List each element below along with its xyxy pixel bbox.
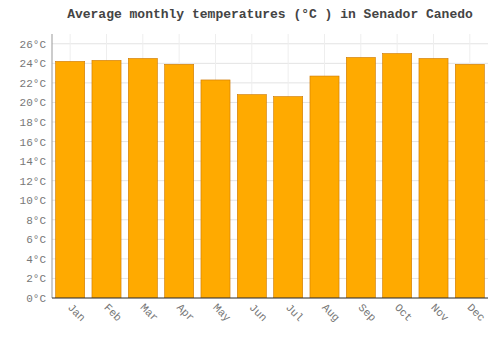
y-tick-label: 22°C xyxy=(20,78,47,90)
y-grid-line xyxy=(52,43,488,44)
x-tick-label: Dec xyxy=(465,302,487,324)
bar xyxy=(165,64,194,298)
x-tick-label: Jul xyxy=(283,302,305,324)
x-tick-label: Nov xyxy=(428,302,451,325)
bar xyxy=(346,57,375,298)
y-axis-line xyxy=(52,34,53,298)
bar xyxy=(383,54,412,298)
bar xyxy=(274,97,303,298)
y-tick-label: 26°C xyxy=(20,39,47,51)
y-grid-line xyxy=(52,298,488,299)
bar xyxy=(92,60,121,298)
y-tick-label: 12°C xyxy=(20,176,47,188)
y-tick-label: 18°C xyxy=(20,117,47,129)
bar xyxy=(56,61,85,298)
x-tick-label: Apr xyxy=(174,302,196,324)
y-tick-label: 10°C xyxy=(20,195,47,207)
y-tick-label: 16°C xyxy=(20,137,47,149)
bars xyxy=(56,54,485,298)
bar xyxy=(237,95,266,298)
x-tick-label: Aug xyxy=(319,302,341,324)
y-tick-label: 0°C xyxy=(26,293,46,305)
bar xyxy=(419,58,448,298)
bar xyxy=(455,64,484,298)
grid xyxy=(52,34,488,298)
chart-svg: Average monthly temperatures (°C ) in Se… xyxy=(0,0,500,350)
x-tick-label: Jun xyxy=(247,302,269,324)
bar xyxy=(201,80,230,298)
x-tick-label: Sep xyxy=(356,302,378,324)
y-tick-label: 14°C xyxy=(20,156,47,168)
title: Average monthly temperatures (°C ) in Se… xyxy=(67,7,473,22)
x-tick-label: Jan xyxy=(65,302,87,324)
y-tick-label: 6°C xyxy=(26,234,46,246)
x-tick-label: Oct xyxy=(392,302,414,324)
bar xyxy=(310,76,339,298)
y-tick-label: 8°C xyxy=(26,215,46,227)
y-tick-label: 20°C xyxy=(20,97,47,109)
y-tick-label: 2°C xyxy=(26,273,46,285)
y-tick-label: 4°C xyxy=(26,254,46,266)
x-tick-label: May xyxy=(210,302,233,325)
x-tick-label: Feb xyxy=(101,302,123,324)
y-tick-label: 24°C xyxy=(20,58,47,70)
x-axis-line xyxy=(52,298,488,299)
x-tick-label: Mar xyxy=(138,302,160,324)
chart-container: Average monthly temperatures (°C ) in Se… xyxy=(0,0,500,350)
bar xyxy=(128,58,157,298)
